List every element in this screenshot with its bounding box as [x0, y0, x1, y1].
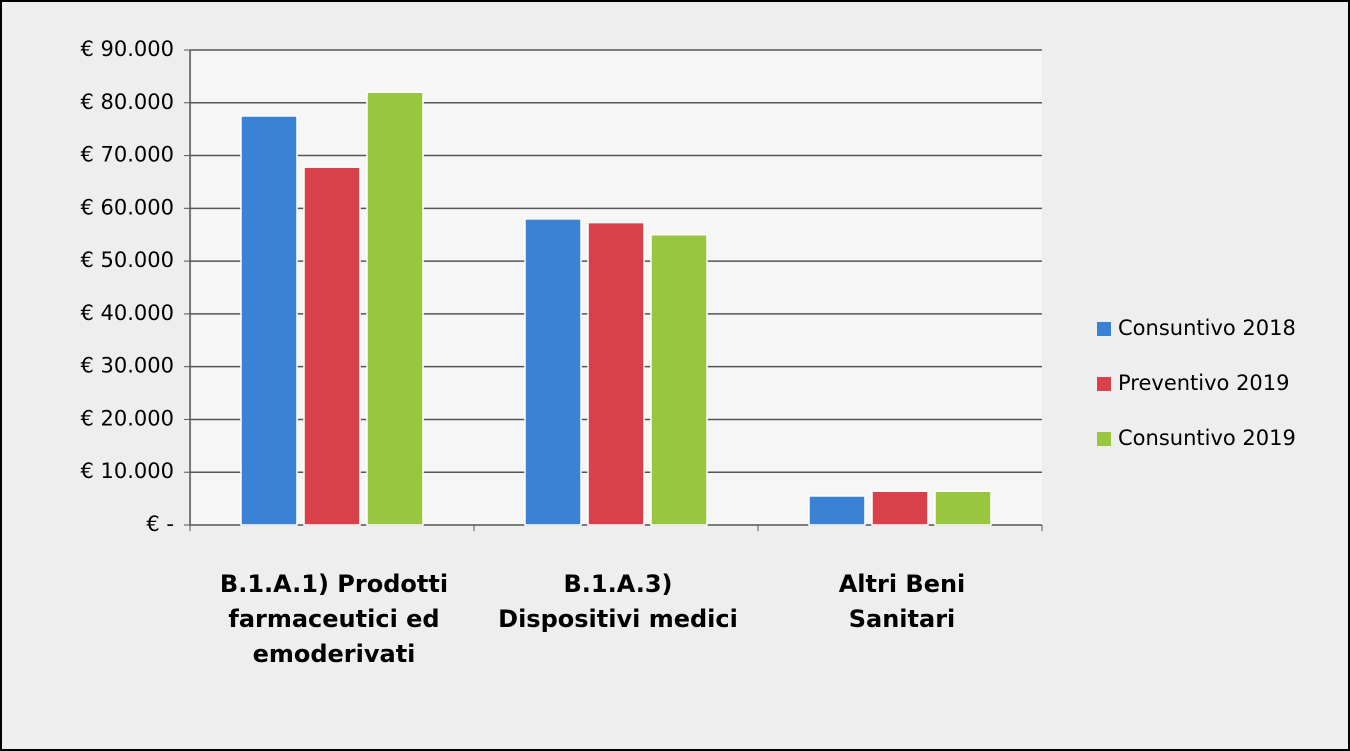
x-tick-label: B.1.A.1) Prodotti farmaceutici ed emoder…: [219, 570, 449, 668]
bar: [524, 218, 582, 526]
bar: [240, 115, 298, 526]
legend-label: Preventivo 2019: [1118, 371, 1290, 395]
y-tick-label: € 60.000: [80, 195, 174, 219]
legend-label: Consuntivo 2019: [1118, 426, 1296, 450]
legend-label: Consuntivo 2018: [1118, 316, 1296, 340]
bar: [587, 221, 645, 526]
bar: [871, 490, 929, 526]
bar: [808, 495, 866, 526]
y-tick-label: € 20.000: [80, 406, 174, 430]
y-tick-label: € 10.000: [80, 459, 174, 483]
y-tick-label: € 90.000: [80, 37, 174, 61]
y-tick-label: € -: [146, 512, 174, 536]
bar: [366, 91, 424, 526]
y-tick-label: € 50.000: [80, 248, 174, 272]
bar: [303, 166, 361, 526]
y-tick-label: € 30.000: [80, 354, 174, 378]
y-tick-label: € 80.000: [80, 90, 174, 114]
bar: [934, 490, 992, 526]
y-tick-label: € 40.000: [80, 301, 174, 325]
y-tick-label: € 70.000: [80, 143, 174, 167]
legend-swatch: [1097, 432, 1111, 446]
legend-swatch: [1097, 322, 1111, 336]
x-tick-label: Altri Beni Sanitari: [838, 570, 966, 633]
x-tick-label: B.1.A.3) Dispositivi medici: [498, 570, 738, 633]
bar: [650, 233, 708, 526]
legend-swatch: [1097, 377, 1111, 391]
